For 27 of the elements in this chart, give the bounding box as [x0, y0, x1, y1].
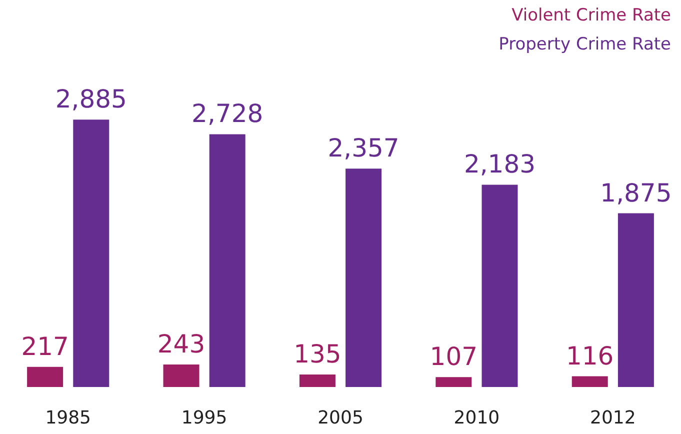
- bar: [73, 120, 110, 387]
- bar: [163, 364, 200, 387]
- data-label: 2,728: [192, 99, 264, 128]
- x-tick-label: 2010: [454, 408, 500, 428]
- text: Property Crime Rate: [498, 34, 671, 54]
- bar: [346, 168, 382, 387]
- bar: [436, 377, 472, 387]
- data-label: 116: [566, 341, 614, 370]
- data-label: 1,875: [600, 178, 672, 208]
- bar: [27, 366, 64, 387]
- bar: [299, 374, 336, 387]
- data-label: 217: [21, 332, 69, 361]
- data-label: 243: [157, 329, 206, 358]
- bar: [482, 184, 518, 387]
- data-label: 135: [294, 339, 342, 368]
- data-label: 2,357: [328, 134, 400, 163]
- data-label: 2,183: [464, 150, 536, 179]
- text: Violent Crime Rate: [512, 6, 671, 26]
- data-label: 107: [430, 342, 478, 372]
- x-tick-label: 2005: [318, 408, 364, 428]
- x-tick-label: 1995: [181, 408, 228, 428]
- data-label: 2,885: [55, 84, 127, 114]
- x-tick-label: 2012: [590, 408, 636, 428]
- bar: [618, 213, 654, 387]
- x-tick-label: 1985: [45, 408, 92, 428]
- bar: [209, 134, 246, 387]
- bar: [572, 376, 608, 387]
